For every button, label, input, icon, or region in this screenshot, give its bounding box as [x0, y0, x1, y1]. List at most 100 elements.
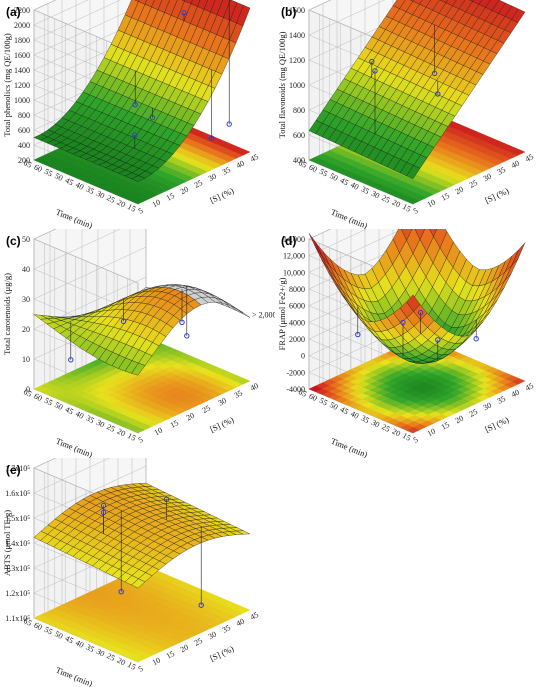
data-point — [208, 135, 215, 141]
panel-label: (a) — [6, 5, 21, 19]
y-tick-label: 50 — [328, 171, 339, 183]
panel-b: (b) 400 600 800 1000 1200 1400 1600 5 10 15 20 25 30 3… — [275, 0, 550, 229]
z-ticks: 200 400 600 800 1000 1200 1400 1600 1800 2000 2200 — [14, 6, 30, 165]
y-tick-label: 15 — [401, 202, 412, 214]
z-tick-label: 0 — [301, 352, 305, 361]
data-point — [431, 70, 438, 77]
surface-mesh — [33, 482, 251, 589]
z-tick-label: 10,000 — [283, 268, 305, 277]
y-tick-label: 50 — [53, 171, 64, 183]
z-tick-label: 1.7x10⁵ — [5, 464, 30, 473]
z-tick-label: 0 — [26, 385, 30, 394]
x-tick-label: 30 — [217, 396, 228, 408]
x-tick-label: 20 — [179, 185, 190, 197]
y-tick-label: 40 — [74, 180, 85, 192]
z-tick-label: 1.2x10⁵ — [5, 589, 30, 598]
y-tick-label: 55 — [43, 167, 54, 179]
data-point — [473, 336, 479, 342]
data-point — [149, 114, 156, 121]
y-tick-label: 30 — [95, 418, 106, 430]
y-tick-label: 15 — [401, 431, 412, 443]
x-tick-label: 15 — [440, 420, 451, 432]
z-tick-label: 1.5x10⁵ — [5, 514, 30, 523]
grid-line — [33, 0, 57, 11]
y-tick-label: 55 — [43, 396, 54, 408]
x-tick-label: 30 — [207, 630, 218, 642]
x-tick-label: 25 — [468, 407, 479, 419]
panel-label: (b) — [281, 5, 296, 19]
z-tick-label: 1.1x10⁵ — [5, 614, 30, 623]
y-tick-label: 65 — [22, 387, 33, 399]
y-tick-label: 15 — [126, 202, 137, 214]
x-tick-label: 5 — [137, 664, 145, 674]
x-tick-label: 5 — [137, 206, 145, 216]
z-axis-title: Total flavonoids (mg QE/100g) — [277, 31, 287, 138]
grid-line — [308, 229, 332, 240]
z-axis-title: FRAP (μmol Fe2+/g) — [277, 277, 287, 350]
z-ticks: -4000 -2000 0 2000 4000 6000 8000 10,000 12,000 1… — [283, 235, 305, 394]
data-point — [435, 91, 441, 97]
x-tick-label: 40 — [510, 159, 521, 171]
surface-cell — [406, 294, 421, 312]
data-point — [226, 121, 232, 127]
z-ticks: 1.1x10⁵ 1.2x10⁵ 1.3x10⁵ 1.4x10⁵ 1.5x10⁵ 1.6x1… — [5, 464, 30, 623]
x-tick-label: 30 — [207, 172, 218, 184]
data-point — [369, 58, 375, 65]
grid-line — [33, 246, 147, 300]
y-tick-label: 25 — [105, 422, 116, 434]
x-tick-label: 45 — [249, 610, 260, 622]
data-point — [132, 102, 138, 108]
data-point — [100, 509, 107, 516]
y-tick-label: 35 — [84, 184, 95, 196]
y-tick-label: 45 — [64, 176, 75, 188]
y-tick-label: 20 — [391, 198, 402, 210]
z-tick-label: 1400 — [289, 31, 305, 40]
x-tick-label: 10 — [426, 198, 437, 210]
x-ticks: 5 10 15 20 25 30 35 40 — [137, 381, 260, 445]
x-tick-label: 40 — [235, 617, 246, 629]
x-tick-label: 15 — [165, 191, 176, 203]
z-tick-label: 10 — [22, 355, 30, 364]
data-points — [132, 0, 232, 149]
y-tick-label: 55 — [318, 167, 329, 179]
y-tick-label: 60 — [307, 391, 318, 403]
x-tick-label: 45 — [249, 152, 260, 164]
y-tick-label: 45 — [64, 634, 75, 646]
y-tick-label: 60 — [32, 162, 43, 174]
x-tick-label: 10 — [426, 427, 437, 439]
chart-e-svg: (e)1.1x10⁵1.2x10⁵1.3x10⁵1.4x10⁵1.5x10⁵1.… — [2, 458, 260, 687]
y-tick-label: 15 — [126, 431, 137, 443]
data-point — [118, 589, 124, 595]
z-tick-label: 800 — [18, 111, 30, 120]
y-tick-label: 40 — [349, 180, 360, 192]
data-point — [417, 309, 424, 316]
x-tick-label: 25 — [201, 403, 212, 415]
data-point — [163, 496, 170, 503]
y-tick-label: 60 — [32, 620, 43, 632]
z-tick-label: 4000 — [289, 318, 305, 327]
y-tick-label: 50 — [328, 400, 339, 412]
data-point — [68, 357, 74, 363]
y-tick-label: 35 — [359, 413, 370, 425]
data-points — [100, 496, 204, 608]
y-tick-label: 40 — [74, 638, 85, 650]
x-tick-label: 20 — [179, 643, 190, 655]
x-tick-label: 25 — [468, 178, 479, 190]
y-tick-label: 20 — [116, 656, 127, 668]
y-tick-label: 65 — [297, 387, 308, 399]
data-point — [100, 502, 107, 509]
y-tick-label: 50 — [53, 629, 64, 641]
z-tick-label: 1600 — [14, 51, 30, 60]
data-point — [400, 319, 406, 326]
grid-line — [308, 0, 332, 11]
chart-d-svg: (d) -4000 -2000 0 2000 4000 6000 8000 10,000 12,0… — [277, 229, 535, 458]
z-tick-label: 400 — [18, 141, 30, 150]
y-axis-title: Time (min) — [54, 207, 94, 229]
surface-cell — [131, 362, 146, 376]
grid-line — [33, 458, 57, 469]
data-points — [355, 306, 479, 361]
x-tick-label: 35 — [233, 388, 244, 400]
z-tick-label: 2000 — [289, 335, 305, 344]
